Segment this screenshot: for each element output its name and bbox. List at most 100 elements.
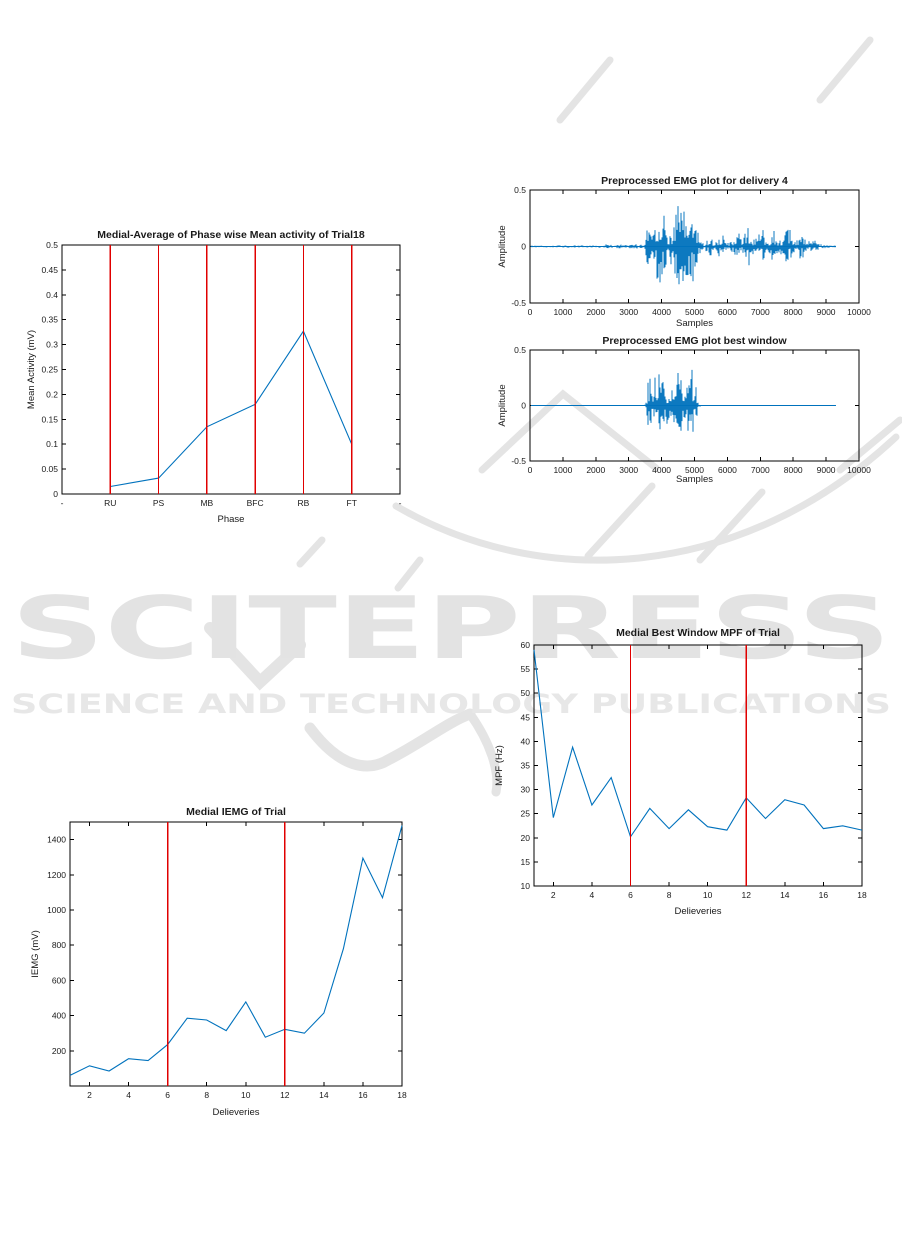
- y-axis-label: Mean Activity (mV): [26, 330, 37, 409]
- svg-text:35: 35: [521, 761, 531, 771]
- svg-text:800: 800: [52, 940, 66, 950]
- chart-iemg-of-trial: 2 4 6 8 10 12 14 16 18 200 400 600 800 1000 1200 1400 Me…: [20, 800, 430, 1130]
- svg-text:8: 8: [667, 890, 672, 900]
- chart-emg-delivery4: 0 1000 2000 3000 4000 5000 6000 7000 8000 9000 100…: [498, 172, 888, 332]
- chart-emg-best-window: 0 1000 2000 3000 4000 5000 6000 7000 8000 9000 100…: [498, 332, 888, 492]
- svg-text:55: 55: [521, 664, 531, 674]
- svg-text:12: 12: [280, 1090, 290, 1100]
- svg-text:-0.5: -0.5: [511, 298, 526, 308]
- chart-title: Medial Best Window MPF of Trial: [616, 627, 780, 639]
- svg-text:60: 60: [521, 640, 531, 650]
- svg-text:2: 2: [551, 890, 556, 900]
- svg-text:2000: 2000: [586, 465, 605, 475]
- svg-text:3000: 3000: [619, 465, 638, 475]
- svg-text:4: 4: [126, 1090, 131, 1100]
- svg-text:0.45: 0.45: [41, 265, 58, 275]
- svg-text:6: 6: [165, 1090, 170, 1100]
- svg-text:0.5: 0.5: [514, 345, 526, 355]
- svg-text:0.4: 0.4: [46, 290, 58, 300]
- svg-text:MB: MB: [200, 498, 213, 508]
- svg-text:0: 0: [528, 307, 533, 317]
- y-axis-label: Amplitude: [498, 384, 508, 426]
- svg-text:0.15: 0.15: [41, 414, 58, 424]
- svg-text:0.5: 0.5: [46, 240, 58, 250]
- y-axis-label: IEMG (mV): [30, 930, 41, 978]
- svg-text:18: 18: [397, 1090, 407, 1100]
- svg-text:1000: 1000: [553, 307, 572, 317]
- chart-phase-mean-activity: - RU PS MB BFC RB FT -0 0.05 0.1 0.15 0.2 0.25 0.3 0.3…: [20, 225, 420, 533]
- svg-text:0: 0: [53, 489, 58, 499]
- svg-text:-: -: [399, 498, 402, 508]
- x-axis-label: Delieveries: [213, 1107, 260, 1118]
- svg-text:9000: 9000: [817, 307, 836, 317]
- svg-text:0.5: 0.5: [514, 185, 526, 195]
- chart-title: Medial-Average of Phase wise Mean activi…: [97, 229, 365, 241]
- svg-text:BFC: BFC: [247, 498, 264, 508]
- svg-text:0.35: 0.35: [41, 315, 58, 325]
- chart-title: Medial IEMG of Trial: [186, 806, 286, 818]
- svg-text:14: 14: [780, 890, 790, 900]
- svg-text:40: 40: [521, 736, 531, 746]
- svg-text:16: 16: [358, 1090, 368, 1100]
- svg-text:-: -: [61, 498, 64, 508]
- svg-text:1000: 1000: [47, 905, 66, 915]
- svg-text:45: 45: [521, 712, 531, 722]
- svg-text:50: 50: [521, 688, 531, 698]
- svg-text:10: 10: [703, 890, 713, 900]
- svg-text:RU: RU: [104, 498, 116, 508]
- svg-text:0.2: 0.2: [46, 389, 58, 399]
- svg-text:12: 12: [742, 890, 752, 900]
- svg-text:14: 14: [319, 1090, 329, 1100]
- svg-text:0: 0: [521, 242, 526, 252]
- svg-text:8: 8: [204, 1090, 209, 1100]
- chart-title: Preprocessed EMG plot best window: [602, 335, 787, 347]
- svg-text:25: 25: [521, 809, 531, 819]
- svg-text:8000: 8000: [784, 465, 803, 475]
- chart-title: Preprocessed EMG plot for delivery 4: [601, 175, 788, 187]
- svg-text:0.05: 0.05: [41, 464, 58, 474]
- chart-best-window-mpf: 2 4 6 8 10 12 14 16 18 10 15 20 25 30 35 40 45 50 55 60 Medi…: [495, 622, 895, 922]
- svg-text:10000: 10000: [847, 465, 871, 475]
- svg-text:4: 4: [590, 890, 595, 900]
- svg-text:10: 10: [241, 1090, 251, 1100]
- svg-text:7000: 7000: [751, 307, 770, 317]
- svg-text:0: 0: [528, 465, 533, 475]
- svg-text:16: 16: [819, 890, 829, 900]
- svg-text:0.1: 0.1: [46, 439, 58, 449]
- svg-text:18: 18: [857, 890, 867, 900]
- svg-text:1200: 1200: [47, 870, 66, 880]
- svg-text:2000: 2000: [586, 307, 605, 317]
- svg-text:30: 30: [521, 785, 531, 795]
- svg-text:6000: 6000: [718, 465, 737, 475]
- x-axis-label: Samples: [676, 318, 713, 329]
- svg-text:1000: 1000: [553, 465, 572, 475]
- svg-text:5000: 5000: [685, 307, 704, 317]
- svg-text:8000: 8000: [784, 307, 803, 317]
- svg-text:0.25: 0.25: [41, 365, 58, 375]
- svg-text:1400: 1400: [47, 835, 66, 845]
- x-axis-label: Phase: [218, 514, 245, 525]
- y-axis-label: Amplitude: [498, 225, 508, 267]
- svg-text:10000: 10000: [847, 307, 871, 317]
- svg-text:9000: 9000: [817, 465, 836, 475]
- svg-text:200: 200: [52, 1046, 66, 1056]
- svg-text:10: 10: [521, 881, 531, 891]
- svg-text:FT: FT: [347, 498, 357, 508]
- svg-text:0: 0: [521, 401, 526, 411]
- svg-text:20: 20: [521, 833, 531, 843]
- svg-text:600: 600: [52, 975, 66, 985]
- svg-text:-0.5: -0.5: [511, 456, 526, 466]
- svg-text:PS: PS: [153, 498, 165, 508]
- y-axis-label: MPF (Hz): [495, 745, 505, 786]
- x-axis-label: Samples: [676, 474, 713, 485]
- svg-text:4000: 4000: [652, 465, 671, 475]
- svg-text:15: 15: [521, 857, 531, 867]
- svg-text:400: 400: [52, 1011, 66, 1021]
- svg-text:4000: 4000: [652, 307, 671, 317]
- svg-text:6: 6: [628, 890, 633, 900]
- x-axis-label: Delieveries: [675, 906, 722, 917]
- svg-text:2: 2: [87, 1090, 92, 1100]
- svg-text:7000: 7000: [751, 465, 770, 475]
- svg-text:RB: RB: [298, 498, 310, 508]
